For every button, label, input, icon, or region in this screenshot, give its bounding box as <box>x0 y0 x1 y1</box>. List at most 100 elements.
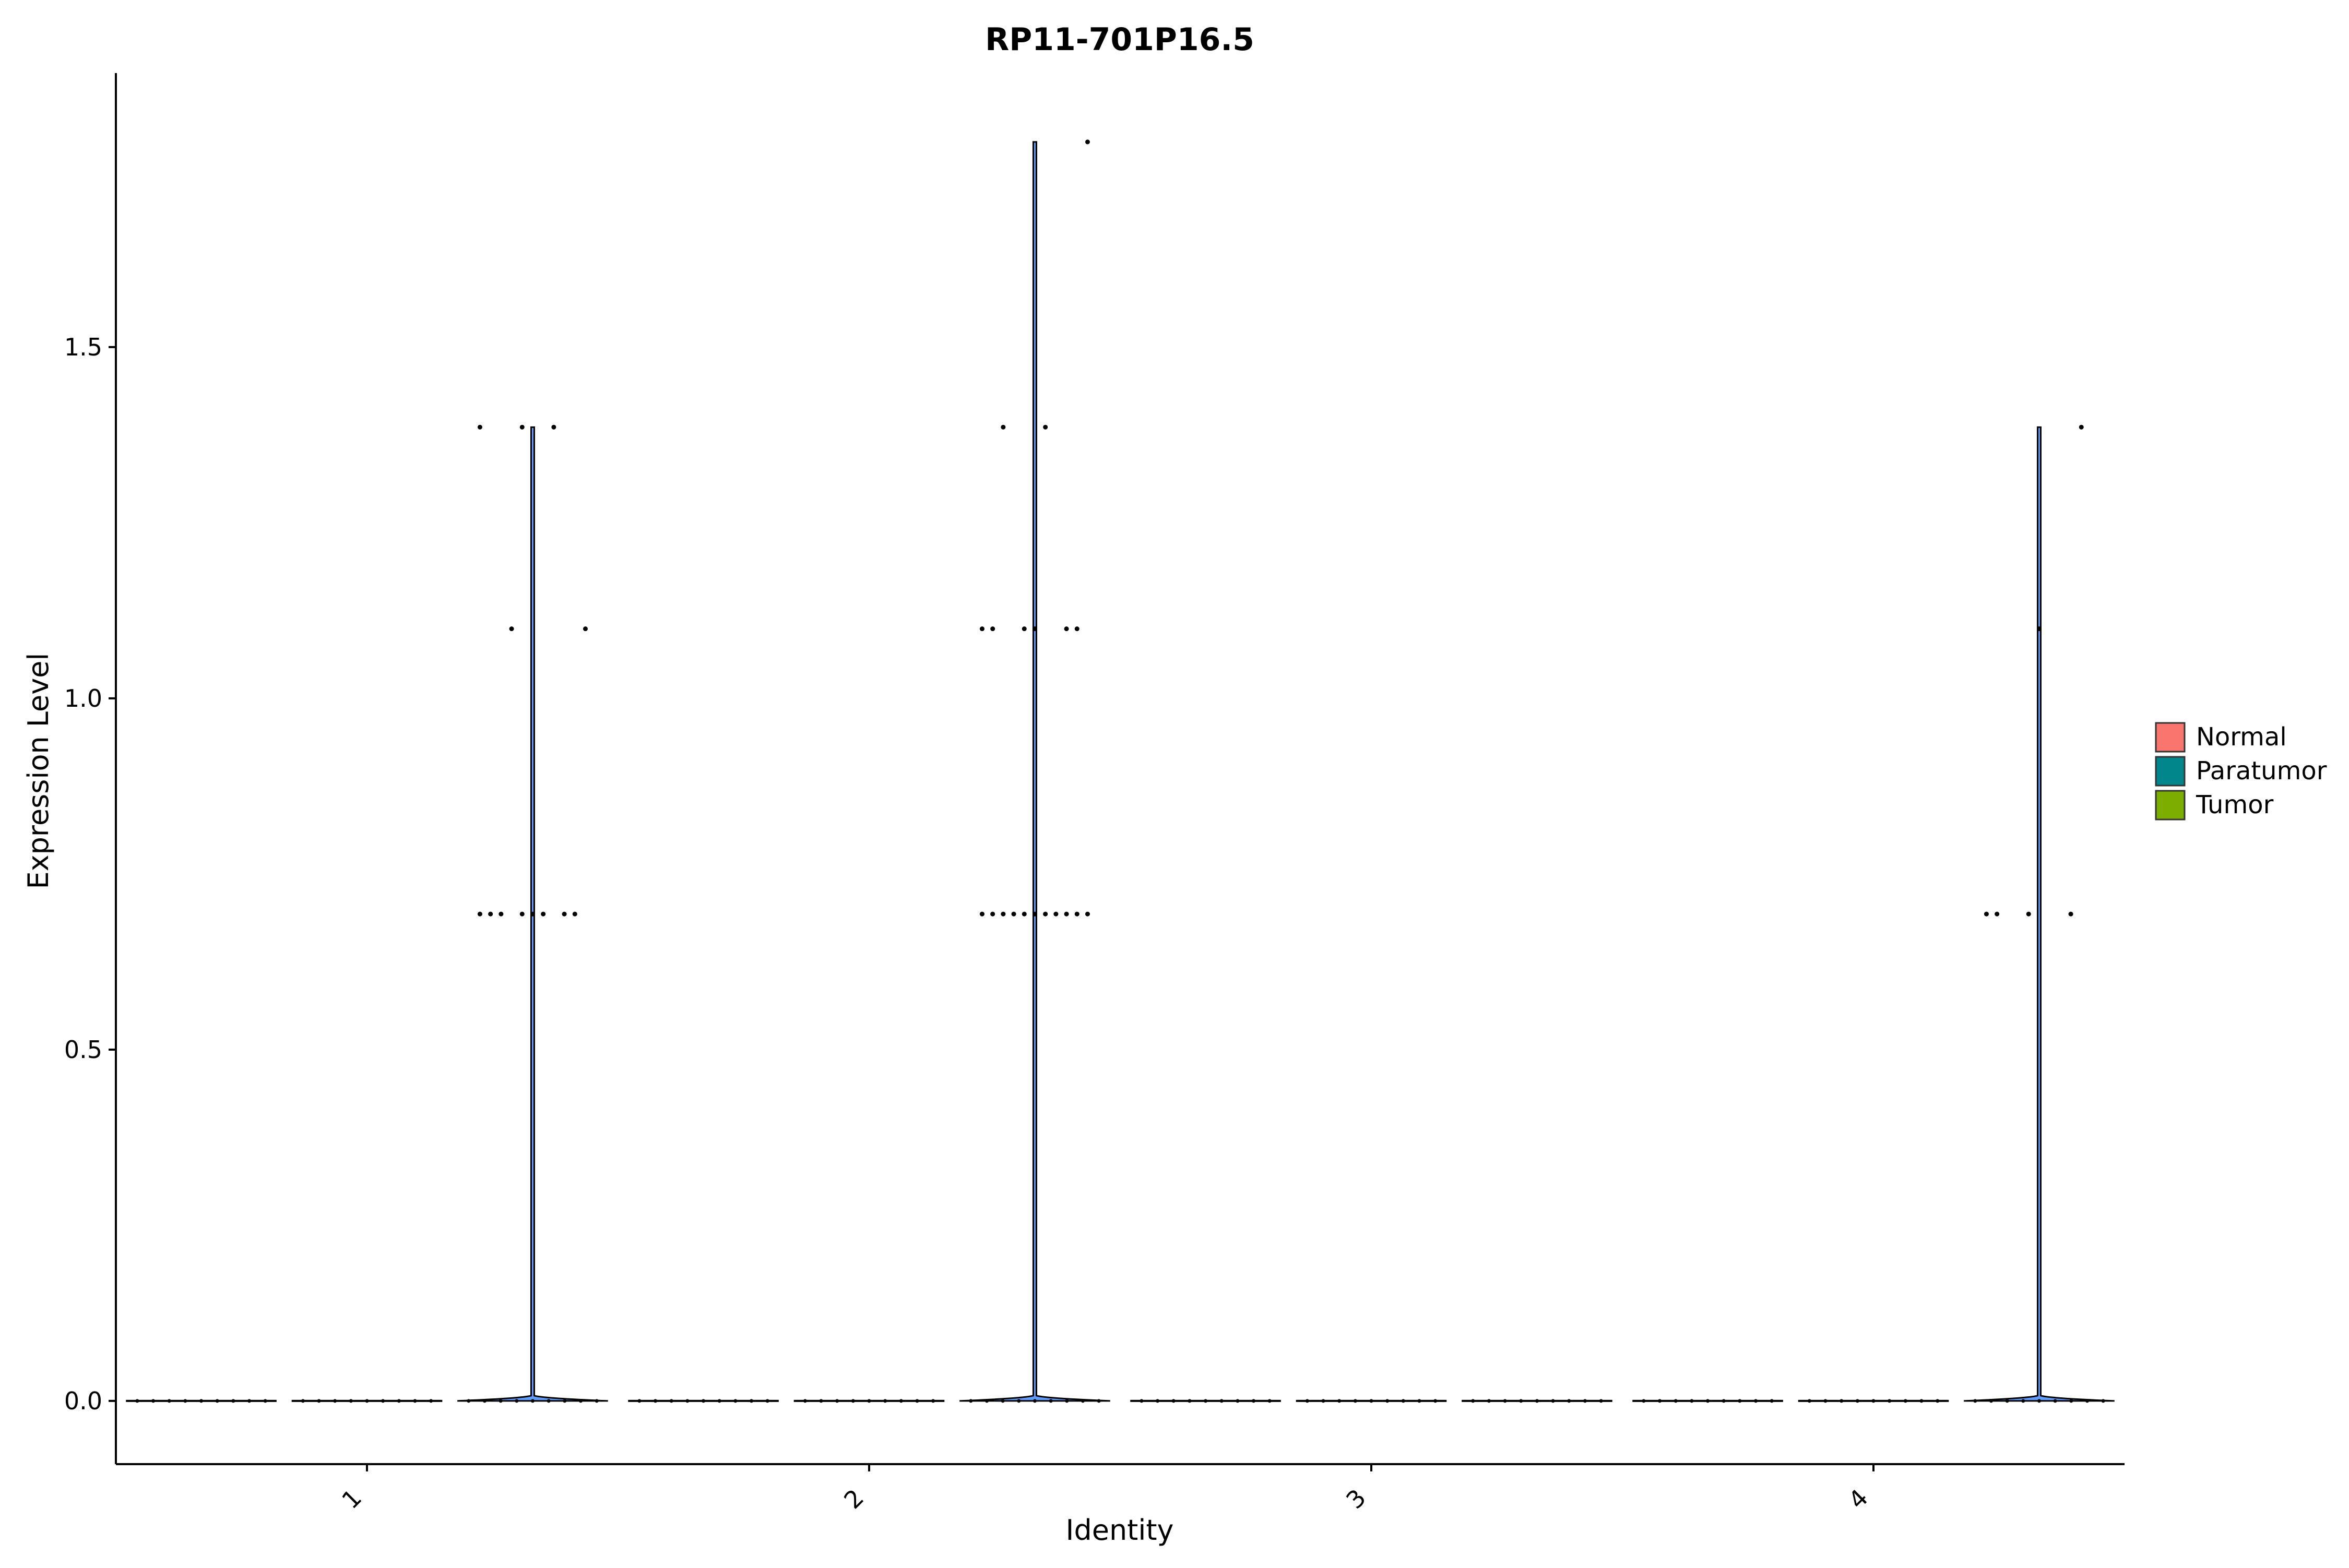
data-point <box>1599 1399 1603 1403</box>
data-point <box>551 424 556 430</box>
legend-swatch-normal <box>2155 722 2186 753</box>
data-point <box>1840 1399 1844 1403</box>
data-point <box>1973 1399 1977 1403</box>
data-point <box>2068 911 2073 917</box>
data-point <box>1032 911 1037 917</box>
data-point <box>482 1399 487 1403</box>
data-point <box>301 1399 305 1403</box>
data-point <box>381 1399 385 1403</box>
data-point <box>563 1399 567 1403</box>
data-point <box>1519 1399 1523 1403</box>
plot-area: 0.0 0.5 1.0 1.5 1 2 3 4 <box>64 73 2125 1514</box>
data-point <box>1995 911 2000 917</box>
x-tick-label: 2 <box>838 1483 869 1514</box>
data-point <box>1204 1399 1208 1403</box>
data-point <box>1085 911 1090 917</box>
data-point <box>851 1399 855 1403</box>
data-point <box>867 1399 871 1403</box>
data-point <box>1551 1399 1555 1403</box>
data-point <box>984 1399 989 1403</box>
data-point <box>151 1399 156 1403</box>
data-point <box>413 1399 417 1403</box>
data-point <box>1658 1399 1662 1403</box>
data-point <box>199 1399 204 1403</box>
y-tick-label: 1.5 <box>64 333 102 361</box>
violin-tumor-4 <box>1964 426 2115 1402</box>
data-point <box>654 1399 658 1403</box>
data-point <box>1353 1399 1357 1403</box>
data-point <box>1085 139 1090 145</box>
data-point <box>1583 1399 1587 1403</box>
data-point <box>685 1399 690 1403</box>
data-point <box>1936 1399 1940 1403</box>
data-point <box>317 1399 321 1403</box>
data-point <box>1156 1399 1160 1403</box>
data-point <box>1984 911 1989 917</box>
data-point <box>1033 1399 1037 1403</box>
data-point <box>1321 1399 1325 1403</box>
data-point <box>547 1399 551 1403</box>
data-point <box>562 911 567 917</box>
data-point <box>1032 626 1037 632</box>
data-point <box>467 1399 471 1403</box>
data-point <box>765 1399 769 1403</box>
data-point <box>1433 1399 1438 1403</box>
data-point <box>2079 424 2084 430</box>
data-point <box>702 1399 706 1403</box>
data-point <box>1738 1399 1742 1403</box>
data-point <box>349 1399 353 1403</box>
data-point <box>2026 911 2031 917</box>
violin-tumor-2 <box>959 141 1110 1402</box>
data-point <box>1140 1399 1144 1403</box>
data-point <box>979 626 984 632</box>
data-point <box>979 911 984 917</box>
data-point <box>135 1399 139 1403</box>
data-point <box>2069 1399 2073 1403</box>
data-point <box>1471 1399 1475 1403</box>
data-point <box>750 1399 754 1403</box>
data-point <box>1567 1399 1571 1403</box>
data-point <box>183 1399 187 1403</box>
legend-swatch-tumor <box>2155 790 2186 821</box>
data-point <box>583 626 588 632</box>
data-point <box>990 911 995 917</box>
data-point <box>333 1399 337 1403</box>
data-point <box>397 1399 401 1403</box>
data-point <box>883 1399 887 1403</box>
data-point <box>1642 1399 1646 1403</box>
y-tick-label: 0.0 <box>64 1387 102 1415</box>
data-point <box>1989 1399 1993 1403</box>
data-point <box>509 626 514 632</box>
data-point <box>1706 1399 1710 1403</box>
data-point <box>519 424 525 430</box>
data-point <box>215 1399 219 1403</box>
data-point <box>717 1399 721 1403</box>
data-point <box>1722 1399 1726 1403</box>
data-point <box>1503 1399 1507 1403</box>
data-point <box>1081 1399 1085 1403</box>
y-tick-label: 0.5 <box>64 1036 102 1064</box>
data-point <box>2005 1399 2009 1403</box>
legend-swatch-paratumor <box>2155 756 2186 787</box>
x-axis-title: Identity <box>1066 1514 1174 1547</box>
data-point <box>530 911 535 917</box>
data-point <box>231 1399 235 1403</box>
chart-title: RP11-701P16.5 <box>985 21 1254 58</box>
data-point <box>1770 1399 1774 1403</box>
y-axis-title: Expression Level <box>22 653 55 889</box>
data-point <box>1754 1399 1758 1403</box>
data-point <box>1855 1399 1859 1403</box>
data-point <box>1017 1399 1021 1403</box>
data-point <box>578 1399 583 1403</box>
legend-label-paratumor: Paratumor <box>2196 756 2327 786</box>
data-point <box>1305 1399 1309 1403</box>
legend: Normal Paratumor Tumor <box>2155 722 2327 821</box>
data-point <box>1097 1399 1101 1403</box>
data-point <box>1022 911 1027 917</box>
data-point <box>1267 1399 1272 1403</box>
data-point <box>1385 1399 1390 1403</box>
data-point <box>1074 911 1079 917</box>
legend-label-normal: Normal <box>2196 722 2287 752</box>
